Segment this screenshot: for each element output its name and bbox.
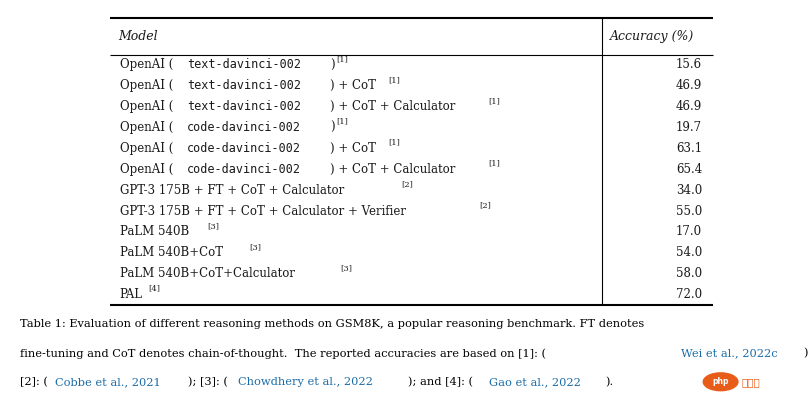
Text: GPT-3 175B + FT + CoT + Calculator + Verifier: GPT-3 175B + FT + CoT + Calculator + Ver… bbox=[120, 204, 406, 218]
Text: [1]: [1] bbox=[488, 160, 500, 168]
Text: [2]: [2] bbox=[402, 180, 414, 188]
Text: php: php bbox=[713, 377, 729, 386]
Text: Accuracy (%): Accuracy (%) bbox=[610, 30, 695, 43]
Text: [1]: [1] bbox=[488, 97, 500, 105]
Text: OpenAI (: OpenAI ( bbox=[120, 121, 173, 134]
Text: [1]: [1] bbox=[336, 118, 348, 126]
Text: text-davinci-002: text-davinci-002 bbox=[187, 100, 301, 113]
Text: Model: Model bbox=[118, 30, 158, 43]
Text: [3]: [3] bbox=[250, 243, 262, 251]
Text: text-davinci-002: text-davinci-002 bbox=[187, 79, 301, 93]
Text: 54.0: 54.0 bbox=[676, 246, 702, 259]
Text: code-davinci-002: code-davinci-002 bbox=[187, 163, 301, 176]
Text: OpenAI (: OpenAI ( bbox=[120, 163, 173, 176]
Text: );: ); bbox=[802, 348, 808, 359]
Text: OpenAI (: OpenAI ( bbox=[120, 79, 173, 93]
Text: fine-tuning and CoT denotes chain-of-thought.  The reported accuracies are based: fine-tuning and CoT denotes chain-of-tho… bbox=[19, 348, 545, 359]
Circle shape bbox=[703, 373, 738, 391]
Text: Table 1: Evaluation of different reasoning methods on GSM8K, a popular reasoning: Table 1: Evaluation of different reasoni… bbox=[19, 319, 644, 329]
Text: ) + CoT + Calculator: ) + CoT + Calculator bbox=[330, 100, 456, 113]
Text: Wei et al., 2022c: Wei et al., 2022c bbox=[681, 348, 778, 358]
Text: 15.6: 15.6 bbox=[676, 59, 702, 72]
Text: PAL: PAL bbox=[120, 288, 143, 301]
Text: [1]: [1] bbox=[388, 139, 400, 147]
Text: [2]: (: [2]: ( bbox=[19, 377, 48, 388]
Text: PaLM 540B+CoT+Calculator: PaLM 540B+CoT+Calculator bbox=[120, 267, 295, 280]
Text: [1]: [1] bbox=[336, 55, 348, 63]
Text: text-davinci-002: text-davinci-002 bbox=[187, 59, 301, 72]
Text: ) + CoT + Calculator: ) + CoT + Calculator bbox=[330, 163, 456, 176]
Text: 58.0: 58.0 bbox=[676, 267, 702, 280]
Text: 中文网: 中文网 bbox=[742, 377, 760, 387]
Text: 55.0: 55.0 bbox=[676, 204, 702, 218]
Text: code-davinci-002: code-davinci-002 bbox=[187, 142, 301, 155]
Text: Gao et al., 2022: Gao et al., 2022 bbox=[490, 377, 581, 387]
Text: ); and [4]: (: ); and [4]: ( bbox=[407, 377, 473, 388]
Text: GPT-3 175B + FT + CoT + Calculator: GPT-3 175B + FT + CoT + Calculator bbox=[120, 184, 344, 197]
Text: 63.1: 63.1 bbox=[676, 142, 702, 155]
Text: [4]: [4] bbox=[149, 285, 161, 293]
Text: [3]: [3] bbox=[340, 264, 351, 272]
Text: ): ) bbox=[330, 121, 335, 134]
Text: 17.0: 17.0 bbox=[676, 225, 702, 238]
Text: OpenAI (: OpenAI ( bbox=[120, 100, 173, 113]
Text: OpenAI (: OpenAI ( bbox=[120, 142, 173, 155]
Text: OpenAI (: OpenAI ( bbox=[120, 59, 173, 72]
Text: ) + CoT: ) + CoT bbox=[330, 142, 377, 155]
Text: 72.0: 72.0 bbox=[676, 288, 702, 301]
Text: ).: ). bbox=[605, 377, 613, 388]
Text: PaLM 540B: PaLM 540B bbox=[120, 225, 189, 238]
Text: 34.0: 34.0 bbox=[676, 184, 702, 197]
Text: 46.9: 46.9 bbox=[676, 79, 702, 93]
Text: 46.9: 46.9 bbox=[676, 100, 702, 113]
Text: 65.4: 65.4 bbox=[676, 163, 702, 176]
Text: [2]: [2] bbox=[479, 201, 491, 209]
Text: ); [3]: (: ); [3]: ( bbox=[187, 377, 228, 388]
Text: ): ) bbox=[330, 59, 335, 72]
Text: [1]: [1] bbox=[388, 76, 400, 84]
Text: [3]: [3] bbox=[207, 222, 219, 230]
Text: Cobbe et al., 2021: Cobbe et al., 2021 bbox=[55, 377, 161, 387]
Text: PaLM 540B+CoT: PaLM 540B+CoT bbox=[120, 246, 223, 259]
Text: code-davinci-002: code-davinci-002 bbox=[187, 121, 301, 134]
Text: 19.7: 19.7 bbox=[676, 121, 702, 134]
Text: Chowdhery et al., 2022: Chowdhery et al., 2022 bbox=[238, 377, 372, 387]
Text: ) + CoT: ) + CoT bbox=[330, 79, 377, 93]
